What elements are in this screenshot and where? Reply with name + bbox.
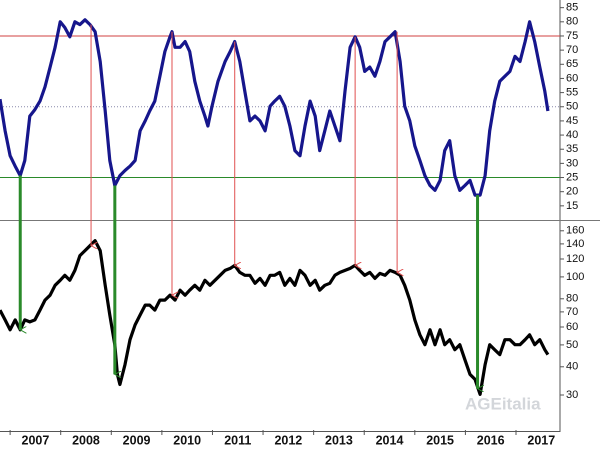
y-tick-label: 20	[566, 186, 578, 198]
x-tick-label: 2007	[22, 433, 50, 447]
x-tick-label: 2013	[325, 433, 353, 447]
y-tick-label: 30	[566, 157, 578, 169]
x-tick-label: 2010	[173, 433, 201, 447]
watermark: AGEitalia	[465, 394, 541, 413]
y-tick-label: 35	[566, 143, 578, 155]
y-tick-label: 25	[566, 171, 578, 183]
x-tick-label: 2017	[527, 433, 555, 447]
y-tick-label: 40	[566, 129, 578, 141]
x-tick-label: 2012	[274, 433, 302, 447]
y-tick-label: 15	[566, 200, 578, 212]
y-tick-label: 160	[566, 225, 584, 237]
x-tick-label: 2009	[123, 433, 151, 447]
y-tick-label: 65	[566, 58, 578, 70]
y-tick-label: 140	[566, 238, 584, 250]
y-tick-label: 75	[566, 30, 578, 42]
x-tick-label: 2016	[477, 433, 505, 447]
y-tick-label: 100	[566, 271, 584, 283]
y-tick-label: 60	[566, 321, 578, 333]
y-tick-label: 120	[566, 253, 584, 265]
y-tick-label: 55	[566, 87, 578, 99]
x-tick-label: 2015	[426, 433, 454, 447]
y-tick-label: 60	[566, 72, 578, 84]
x-tick-label: 2014	[376, 433, 404, 447]
x-tick-label: 2011	[224, 433, 251, 447]
y-tick-label: 40	[566, 361, 578, 373]
y-tick-label: 70	[566, 306, 578, 318]
y-tick-label: 70	[566, 44, 578, 56]
y-tick-label: 45	[566, 115, 578, 127]
y-tick-label: 30	[566, 389, 578, 401]
y-tick-label: 80	[566, 16, 578, 28]
y-tick-label: 50	[566, 101, 578, 113]
y-tick-label: 50	[566, 339, 578, 351]
y-tick-label: 80	[566, 293, 578, 305]
y-tick-label: 85	[566, 2, 578, 14]
x-tick-label: 2008	[72, 433, 100, 447]
series-line	[0, 18, 550, 197]
